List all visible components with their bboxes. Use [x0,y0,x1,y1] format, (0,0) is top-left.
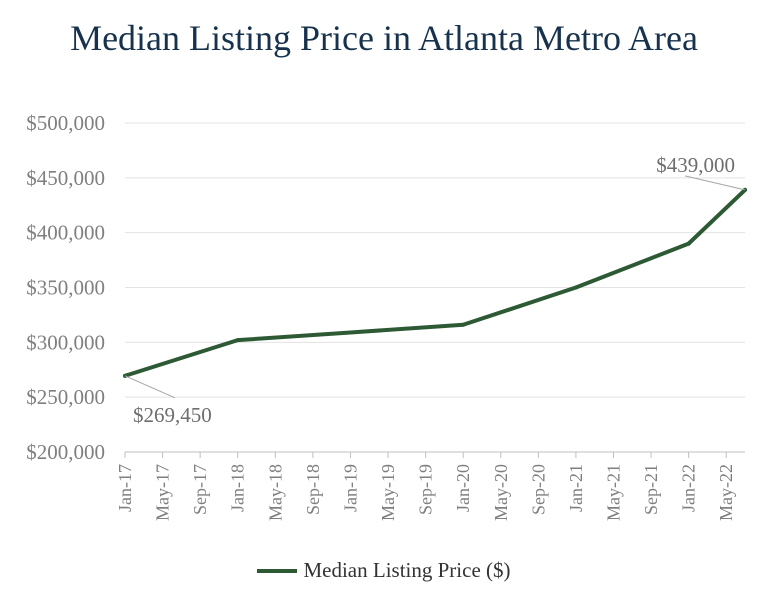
x-tick-label: Jan-18 [228,464,248,512]
data-label: $269,450 [133,403,212,427]
legend-swatch [257,568,298,573]
x-tick-label: Sep-18 [303,464,323,515]
x-tick-label: Sep-17 [190,464,210,515]
x-tick-label: Jan-17 [115,464,135,512]
legend: Median Listing Price ($) [0,558,768,583]
data-point [348,330,353,335]
x-tick-label: Jan-19 [340,464,360,512]
x-tick-label: Jan-21 [566,464,586,512]
chart-title: Median Listing Price in Atlanta Metro Ar… [70,18,698,58]
data-label: $439,000 [656,153,735,177]
data-point [235,338,240,343]
legend-item: Median Listing Price ($) [257,558,511,583]
x-tick-label: Sep-21 [641,464,661,515]
x-tick-label: May-17 [153,464,173,521]
leader-line [684,175,746,191]
x-tick-label: Jan-20 [453,464,473,512]
x-tick-label: May-20 [491,464,511,521]
x-tick-label: May-22 [716,464,736,521]
y-tick-label: $500,000 [26,111,105,135]
y-tick-label: $450,000 [26,166,105,190]
data-point [686,241,691,246]
x-tick-label: Jan-22 [679,464,699,512]
legend-label: Median Listing Price ($) [303,558,511,582]
x-tick-label: Sep-19 [416,464,436,515]
x-tick-label: May-21 [603,464,623,521]
x-tick-label: May-19 [378,464,398,521]
x-tick-label: May-18 [265,464,285,521]
y-tick-label: $350,000 [26,276,105,300]
y-tick-label: $400,000 [26,221,105,245]
y-tick-label: $300,000 [26,330,105,354]
data-point [461,322,466,327]
y-tick-label: $250,000 [26,385,105,409]
series-line [123,187,747,378]
leader-line [124,375,176,399]
y-tick-label: $200,000 [26,440,105,464]
data-point [573,285,578,290]
x-tick-label: Sep-20 [528,464,548,515]
